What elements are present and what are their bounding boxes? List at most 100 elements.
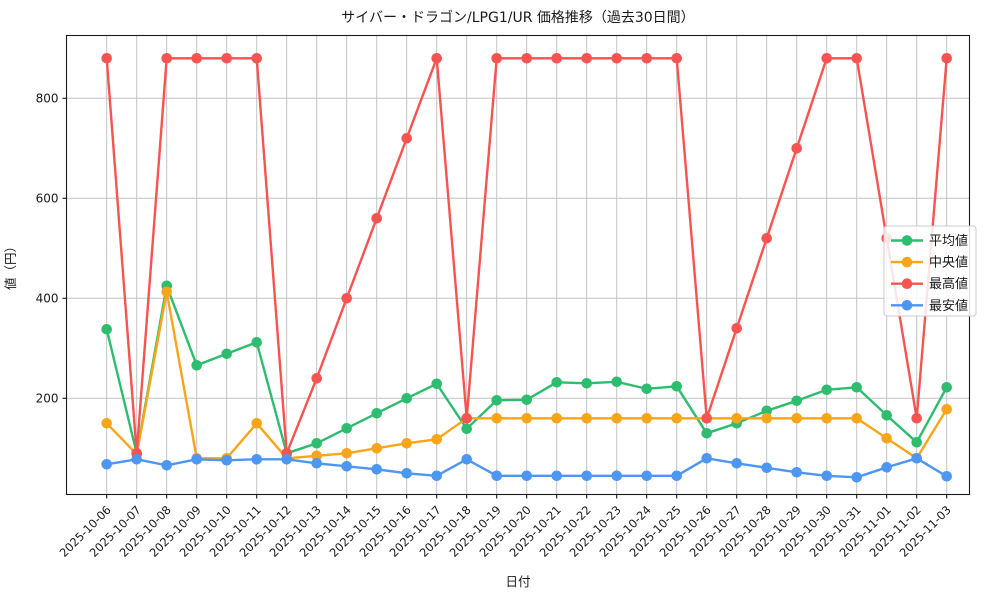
data-point [671,470,682,482]
data-point [611,470,622,482]
data-point [791,413,802,424]
data-point [941,404,952,415]
data-point [431,53,443,64]
data-point [461,423,473,435]
y-tick-labels: 200 400 600 800 [36,92,59,406]
data-point [641,53,652,64]
data-point [251,337,262,348]
data-point [431,378,443,390]
data-point [371,464,383,475]
data-point [401,133,413,144]
data-point [101,53,112,64]
data-point [941,382,952,393]
data-point [731,323,742,334]
data-point [641,413,652,424]
data-point [161,53,172,64]
data-point [221,455,232,466]
data-point [521,394,532,406]
data-point [551,53,562,64]
data-point [851,413,862,424]
data-point [371,213,383,224]
data-point [941,53,952,64]
data-point [491,53,503,64]
data-point [191,53,202,64]
data-point [881,410,892,421]
data-point [551,377,562,388]
data-point [731,413,742,424]
data-point [821,413,832,424]
data-point [941,471,952,482]
data-point [581,470,592,482]
data-point [761,233,772,244]
data-point [581,413,592,424]
legend-marker-dot [901,256,913,268]
data-point [521,53,532,64]
data-point [461,454,473,465]
legend-label: 最安値 [929,298,968,314]
data-point [791,143,802,154]
data-point [611,413,622,424]
data-point [521,470,532,482]
data-point [101,418,112,429]
data-point [701,413,712,424]
data-point [641,383,652,395]
data-point [551,470,562,482]
data-point [161,286,172,298]
x-axis-label: 日付 [505,574,530,589]
chart-title: サイバー・ドラゴン/LPG1/UR 価格推移（過去30日間） [341,9,694,26]
data-point [251,454,262,465]
data-point [311,450,323,462]
data-point [401,468,413,479]
data-point [491,395,503,406]
data-point [911,453,922,464]
data-point [491,470,503,482]
y-tick-label: 600 [36,192,59,206]
data-point [671,53,682,64]
data-point [191,360,202,371]
data-point [821,53,832,64]
data-point [311,373,323,384]
data-point [611,376,622,388]
y-tick-label: 400 [36,292,59,306]
data-point [101,324,112,335]
data-point [851,472,862,483]
data-point [461,413,473,424]
legend-marker-dot [901,235,913,246]
data-point [221,348,232,360]
data-point [341,448,353,459]
data-point [341,293,353,304]
data-point [161,460,172,471]
data-point [611,53,622,64]
data-point [881,433,892,444]
legend-label: 最高値 [929,276,968,292]
data-point [671,381,682,392]
data-point [791,467,802,478]
data-point [821,470,832,482]
legend-marker-dot [901,300,913,311]
y-axis-label: 値（円） [3,240,18,290]
data-point [851,382,862,393]
data-point [791,395,802,407]
data-point [641,470,652,482]
y-tick-label: 200 [36,392,59,406]
data-point [371,408,383,419]
data-point [671,413,682,424]
data-point [761,405,772,417]
data-point [761,462,772,474]
legend-marker-dot [901,278,913,290]
data-point [581,53,592,64]
data-point [731,458,742,469]
data-point [581,378,592,389]
data-point [191,454,202,465]
data-point [251,418,262,429]
data-point [821,384,832,396]
y-tick-label: 800 [36,92,59,106]
legend-label: 中央値 [929,255,968,271]
data-point [761,413,772,424]
data-point [701,453,712,464]
data-point [371,443,383,454]
data-point [521,413,532,424]
